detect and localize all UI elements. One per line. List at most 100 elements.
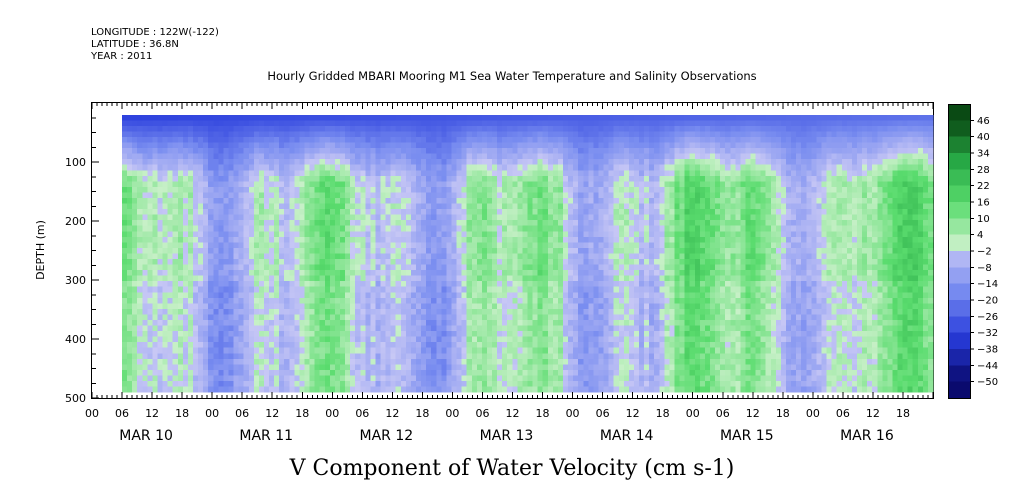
heatmap-cell — [263, 203, 270, 210]
heatmap-cell — [279, 225, 285, 232]
heatmap-cell — [213, 292, 219, 299]
heatmap-cell — [502, 209, 508, 216]
heatmap-cell — [568, 164, 574, 171]
heatmap-cell — [461, 375, 468, 382]
heatmap-cell — [547, 209, 554, 216]
heatmap-cell — [218, 175, 225, 182]
heatmap-cell — [542, 236, 549, 243]
heatmap-cell — [583, 314, 589, 321]
heatmap-cell — [279, 164, 285, 171]
heatmap-cell — [152, 297, 159, 304]
heatmap-cell — [152, 186, 159, 194]
heatmap-cell — [223, 297, 230, 304]
heatmap-cell — [385, 220, 392, 227]
heatmap-cell — [471, 308, 478, 316]
heatmap-cell — [623, 214, 630, 221]
heatmap-cell — [147, 125, 154, 133]
heatmap-cell — [618, 381, 625, 388]
heatmap-cell — [405, 331, 412, 338]
heatmap-cell — [269, 164, 275, 171]
heatmap-cell — [563, 170, 569, 177]
heatmap-cell — [274, 297, 280, 304]
heatmap-cell — [243, 336, 250, 343]
heatmap-cell — [167, 181, 174, 188]
heatmap-cell — [309, 375, 316, 382]
heatmap-cell — [263, 342, 270, 349]
heatmap-cell — [598, 242, 605, 249]
heatmap-cell — [598, 148, 605, 155]
heatmap-cell — [370, 297, 377, 304]
heatmap-cell — [497, 275, 503, 282]
heatmap-cell — [416, 236, 422, 243]
heatmap-cell — [375, 292, 382, 299]
heatmap-cell — [243, 164, 250, 171]
heatmap-cell — [263, 192, 270, 199]
heatmap-cell — [492, 214, 498, 221]
heatmap-cell — [253, 159, 260, 166]
heatmap-cell — [451, 364, 458, 371]
heatmap-cell — [557, 292, 564, 299]
heatmap-cell — [269, 364, 275, 371]
heatmap-cell — [613, 186, 620, 194]
heatmap-cell — [314, 247, 321, 255]
heatmap-cell — [329, 192, 336, 199]
heatmap-cell — [426, 136, 432, 144]
heatmap-cell — [400, 358, 407, 365]
heatmap-cell — [258, 286, 265, 293]
heatmap-cell — [603, 364, 610, 371]
heatmap-cell — [167, 381, 174, 388]
heatmap-cell — [517, 142, 524, 149]
heatmap-cell — [583, 203, 589, 210]
heatmap-cell — [552, 209, 559, 216]
heatmap-cell — [360, 369, 366, 377]
heatmap-cell — [537, 364, 544, 371]
heatmap-cell — [593, 159, 600, 166]
heatmap-cell — [461, 209, 468, 216]
heatmap-cell — [122, 325, 128, 332]
heatmap-cell — [375, 369, 382, 377]
heatmap-cell — [400, 353, 407, 360]
heatmap-cell — [258, 281, 265, 288]
heatmap-cell — [289, 120, 295, 127]
heatmap-cell — [461, 186, 468, 194]
heatmap-cell — [410, 192, 417, 199]
heatmap-cell — [329, 353, 336, 360]
heatmap-cell — [248, 275, 255, 282]
heatmap-cell — [380, 364, 387, 371]
heatmap-cell — [578, 131, 584, 138]
heatmap-cell — [223, 336, 230, 343]
heatmap-cell — [486, 369, 493, 377]
heatmap-cell — [208, 175, 214, 182]
heatmap-cell — [198, 386, 204, 393]
heatmap-cell — [132, 264, 138, 271]
heatmap-cell — [213, 381, 219, 388]
heatmap-cell — [598, 320, 605, 327]
heatmap-cell — [309, 242, 316, 249]
heatmap-cell — [471, 347, 478, 354]
heatmap-cell — [198, 353, 204, 360]
heatmap-cell — [405, 203, 412, 210]
heatmap-cell — [304, 303, 311, 310]
heatmap-cell — [476, 331, 483, 338]
heatmap-cell — [598, 236, 605, 243]
heatmap-cell — [248, 270, 255, 277]
heatmap-cell — [122, 153, 128, 160]
heatmap-cell — [486, 358, 493, 365]
heatmap-cell — [431, 353, 437, 360]
heatmap-cell — [289, 214, 295, 221]
heatmap-cell — [573, 120, 579, 127]
heatmap-cell — [583, 342, 589, 349]
heatmap-cell — [476, 175, 483, 182]
heatmap-cell — [193, 192, 199, 199]
heatmap-cell — [517, 353, 524, 360]
heatmap-cell — [127, 148, 133, 155]
heatmap-cell — [608, 264, 615, 271]
heatmap-cell — [365, 186, 371, 194]
heatmap-cell — [456, 297, 463, 304]
heatmap-cell — [527, 153, 534, 160]
heatmap-cell — [167, 297, 174, 304]
heatmap-cell — [289, 136, 295, 144]
heatmap-cell — [436, 148, 442, 155]
heatmap-cell — [583, 369, 589, 377]
heatmap-cell — [532, 231, 539, 238]
